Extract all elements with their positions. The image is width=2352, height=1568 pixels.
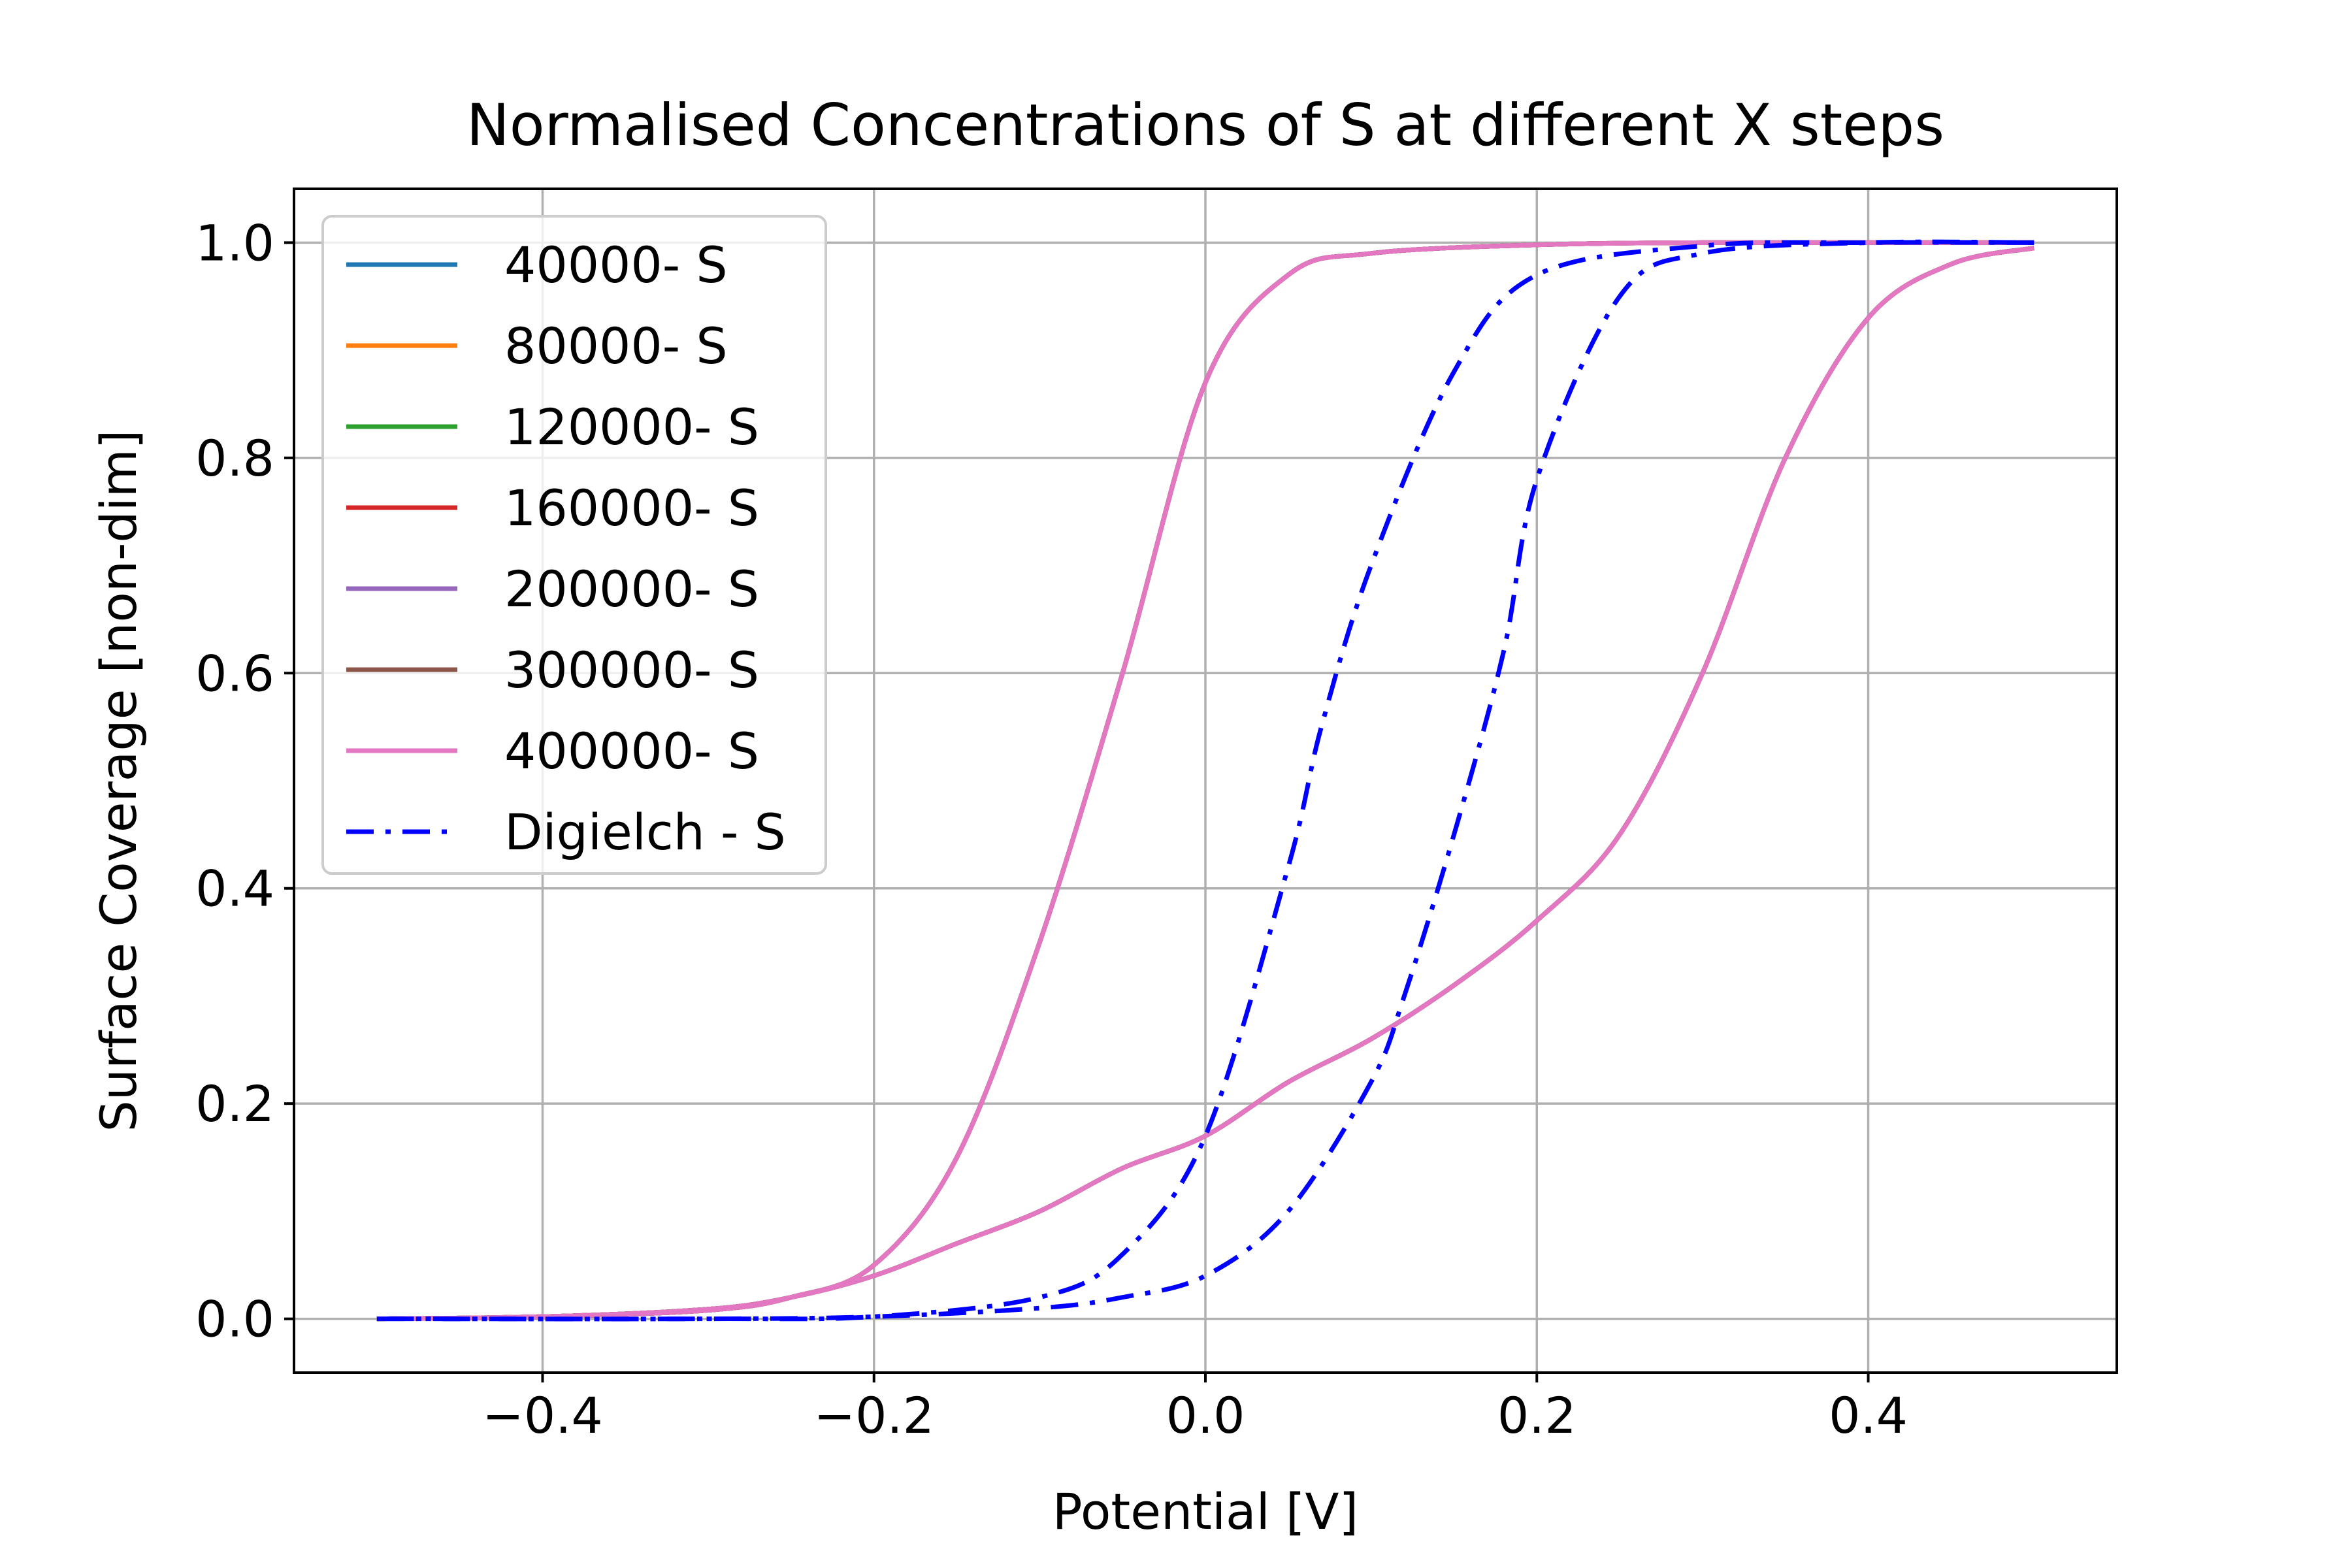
series-7-reverse-sweep: [376, 240, 2034, 1322]
chart-title: Normalised Concentrations of S at differ…: [466, 91, 1944, 159]
legend-label-7: 400000- S: [504, 722, 759, 780]
legend-label-5: 200000- S: [504, 560, 759, 618]
ticks: −0.4 −0.2 0.0 0.2 0.4 0.0 0.2 0.4 0.6 0.8 1.0: [195, 214, 1908, 1445]
legend-label-1: 40000- S: [504, 236, 728, 294]
x-tick-label: 0.0: [1166, 1386, 1245, 1445]
legend-label-2: 80000- S: [504, 317, 728, 375]
legend-label-4: 160000- S: [504, 479, 759, 537]
legend-label-6: 300000- S: [504, 641, 759, 699]
x-tick-label: −0.4: [482, 1386, 603, 1445]
y-tick-label: 0.8: [195, 429, 274, 487]
legend-box: [321, 215, 827, 875]
y-tick-label: 0.0: [195, 1290, 274, 1348]
y-tick-label: 0.2: [195, 1075, 274, 1133]
plot-lines: [376, 239, 2034, 1322]
y-tick-label: 1.0: [195, 214, 274, 272]
series-line-7: [376, 240, 2034, 1322]
x-axis-label: Potential [V]: [1053, 1482, 1358, 1541]
legend-label-3: 120000- S: [504, 398, 759, 456]
y-axis-label: Surface Coverage [non-dim]: [90, 430, 148, 1132]
legend-label-8: Digielch - S: [504, 803, 786, 861]
x-tick-label: 0.4: [1829, 1386, 1908, 1445]
x-tick-label: −0.2: [813, 1386, 934, 1445]
legend: 40000- S 80000- S 120000- S 160000- S 200000…: [321, 215, 827, 875]
y-tick-label: 0.4: [195, 860, 274, 918]
y-tick-label: 0.6: [195, 644, 274, 702]
x-tick-label: 0.2: [1497, 1386, 1576, 1445]
